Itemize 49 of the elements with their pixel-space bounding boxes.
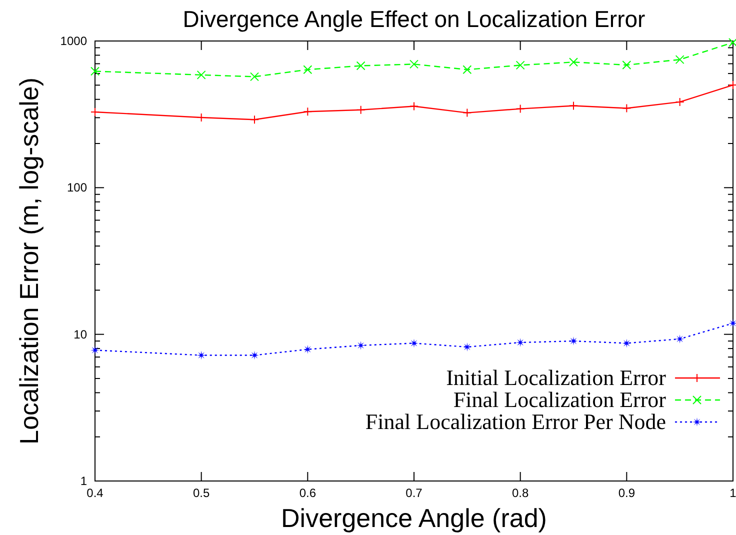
point: [622, 60, 632, 70]
point: [250, 350, 259, 360]
point: [196, 350, 206, 360]
point: [569, 336, 578, 346]
point: [462, 108, 472, 118]
point: [303, 65, 312, 74]
point: [462, 342, 472, 352]
point: [569, 101, 578, 110]
point: [90, 66, 100, 76]
point: [303, 107, 312, 116]
point: [675, 334, 684, 344]
point: [356, 105, 366, 114]
point: [516, 60, 525, 70]
legend-label: Final Localization Error Per Node: [365, 409, 666, 434]
point: [90, 108, 100, 117]
point: [675, 97, 684, 106]
x-tick-label: 0.9: [618, 486, 636, 500]
y-tick-label: 1000: [60, 34, 88, 48]
point: [356, 61, 366, 70]
point: [516, 338, 525, 347]
point: [410, 338, 418, 348]
x-tick-label: 1: [730, 486, 736, 500]
point: [250, 115, 259, 124]
point: [410, 60, 418, 69]
point: [303, 344, 312, 354]
point: [516, 104, 525, 114]
point: [410, 102, 418, 111]
point: [196, 70, 206, 80]
point: [356, 340, 366, 350]
x-axis-title: Divergence Angle (rad): [281, 503, 547, 533]
legend-label: Initial Localization Error: [446, 365, 667, 390]
x-tick-label: 0.7: [406, 486, 423, 500]
point: [462, 65, 472, 74]
point: [250, 72, 259, 82]
legend-label: Final Localization Error: [453, 387, 667, 412]
point: [569, 58, 578, 67]
chart-title: Divergence Angle Effect on Localization Error: [182, 6, 646, 32]
x-tick-label: 0.5: [192, 486, 210, 500]
y-tick-label: 1: [80, 474, 88, 488]
point: [622, 104, 632, 113]
y-tick-label: 100: [66, 180, 88, 195]
x-tick-label: 0.6: [299, 486, 316, 500]
x-tick-label: 0.8: [512, 486, 529, 500]
point: [675, 55, 684, 64]
x-tick-label: 0.4: [86, 486, 104, 500]
point: [90, 346, 100, 355]
y-axis-title: Localization Error (m, log-scale): [14, 77, 44, 445]
point: [196, 112, 206, 122]
y-tick-label: 10: [74, 327, 88, 342]
